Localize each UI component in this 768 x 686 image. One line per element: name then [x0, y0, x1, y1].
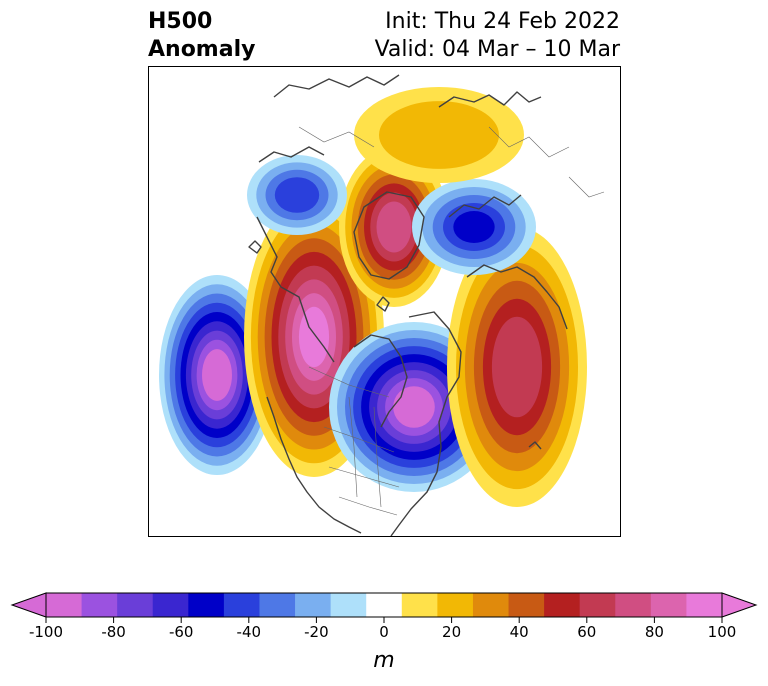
colorbar-cell — [401, 593, 438, 617]
anomaly-field — [159, 87, 587, 507]
anomaly-eurasian-trough — [412, 179, 536, 275]
colorbar-cell — [152, 593, 189, 617]
colorbar-cell — [508, 593, 545, 617]
colorbar-tick-label: 80 — [645, 623, 664, 641]
colorbar-cell — [650, 593, 687, 617]
contour-20 — [379, 101, 499, 169]
colorbar-cell — [117, 593, 154, 617]
colorbar-tick-label: 20 — [442, 623, 461, 641]
political-borders — [298, 126, 605, 516]
colorbar-cell — [188, 593, 225, 617]
init-date: Init: Thu 24 Feb 2022 — [385, 9, 620, 34]
anomaly-siberian-trough — [247, 155, 347, 235]
colorbar-cell — [579, 593, 616, 617]
colorbar: -100 -80 -60 -40 -20 0 20 40 60 80 100 — [10, 592, 758, 641]
colorbar-tick-label: 100 — [708, 623, 737, 641]
colorbar-cell — [544, 593, 581, 617]
map-title: H500 Anomaly — [148, 8, 255, 64]
colorbar-under-arrow — [10, 592, 47, 618]
title-line-1: H500 — [148, 9, 213, 34]
anomaly-gulf-of-alaska-trough — [159, 275, 275, 475]
colorbar-cell — [81, 593, 118, 617]
date-info: Init: Thu 24 Feb 2022 Valid: 04 Mar – 10… — [375, 8, 620, 64]
colorbar-tick-label: -20 — [304, 623, 329, 641]
valid-date: Valid: 04 Mar – 10 Mar — [374, 37, 620, 62]
colorbar-cell — [223, 593, 260, 617]
colorbar-tick-label: -40 — [237, 623, 262, 641]
colorbar-ticks: -100 -80 -60 -40 -20 0 20 40 60 80 100 — [29, 617, 736, 641]
contour--90 — [393, 386, 435, 428]
colorbar-tick-label: 0 — [379, 623, 389, 641]
anomaly-map — [148, 66, 621, 537]
colorbar-tick-label: 40 — [510, 623, 529, 641]
contour-70 — [376, 201, 412, 253]
contour--50 — [453, 211, 495, 243]
anomaly-northern-europe-ridge — [354, 87, 524, 183]
colorbar-cell — [259, 593, 296, 617]
map-canvas — [159, 74, 605, 536]
contour--90 — [202, 349, 232, 401]
colorbar-cell — [330, 593, 367, 617]
colorbar-cell — [437, 593, 474, 617]
colorbar-cells — [46, 593, 723, 617]
colorbar-tick-label: -100 — [29, 623, 63, 641]
colorbar-cell — [295, 593, 332, 617]
colorbar-cell — [615, 593, 652, 617]
colorbar-cell — [46, 593, 83, 617]
title-line-2: Anomaly — [148, 37, 256, 62]
contour--40 — [274, 177, 320, 213]
colorbar-cell — [472, 593, 510, 617]
colorbar-cell — [686, 593, 723, 617]
anomaly-north-atlantic-ridge — [447, 227, 587, 507]
coastlines — [248, 74, 568, 536]
colorbar-tick-label: 60 — [577, 623, 596, 641]
colorbar-unit: m — [373, 648, 395, 673]
contour-60 — [491, 316, 543, 418]
colorbar-tick-label: -80 — [101, 623, 126, 641]
colorbar-tick-label: -60 — [169, 623, 194, 641]
contour-90 — [298, 306, 330, 368]
colorbar-cell — [366, 593, 403, 617]
colorbar-over-arrow — [721, 592, 758, 618]
